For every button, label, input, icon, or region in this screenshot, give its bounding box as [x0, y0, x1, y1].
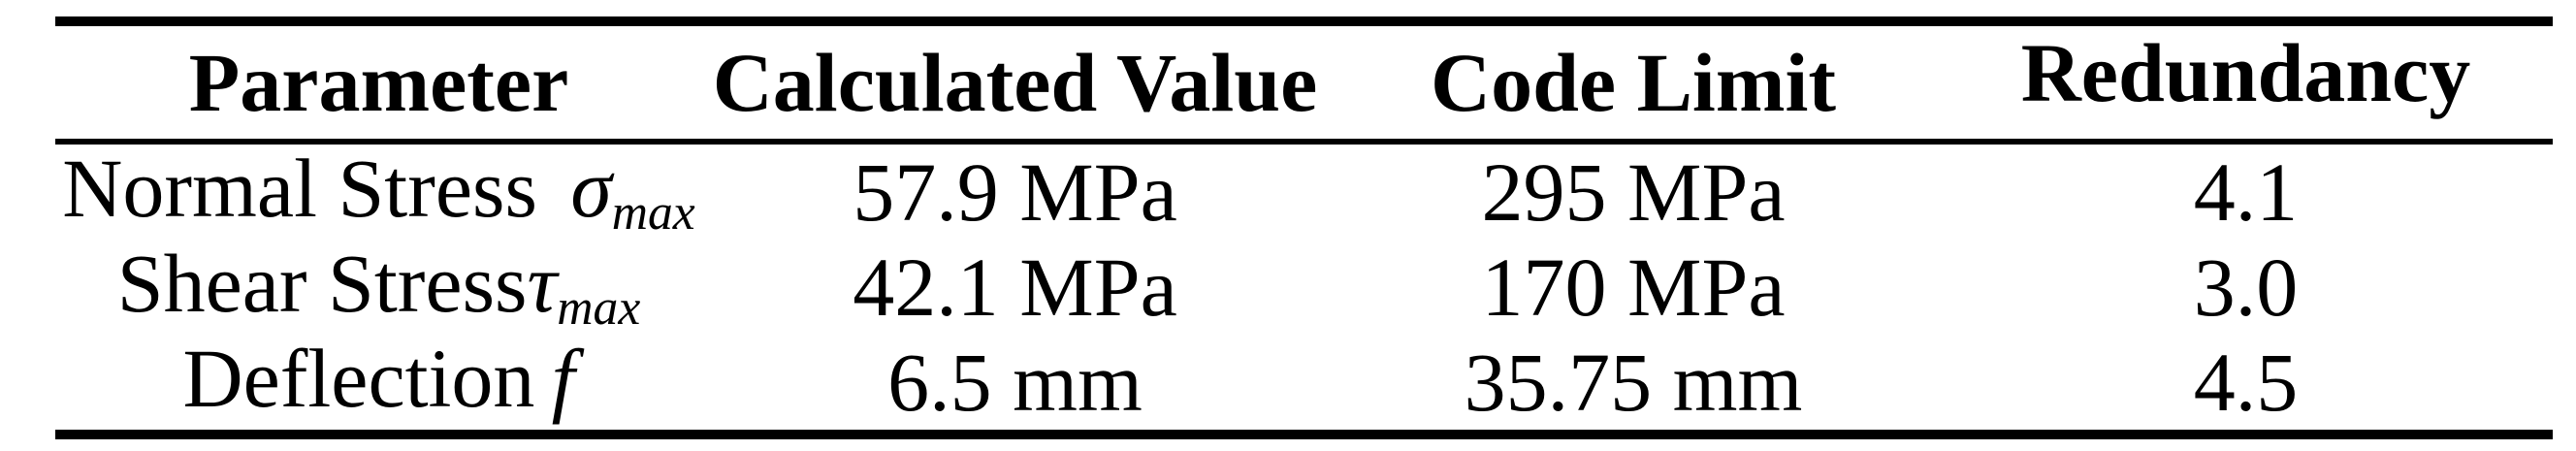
cell-parameter: Normal Stress σmax [55, 146, 702, 238]
cell-code-limit: 295 MPa [1481, 145, 1786, 239]
table-row-normal-stress: Normal Stress σmax 57.9 MPa 295 MPa 4.1 [55, 145, 2553, 240]
parameter-text: Normal Stress [62, 141, 537, 235]
cell-calculated-value: 6.5 mm [887, 336, 1143, 429]
column-header-calculated-value: Calculated Value [712, 36, 1318, 129]
parameter-subscript: max [611, 184, 695, 241]
parameter-symbol-f: f [551, 331, 575, 425]
cell-calculated-value: 57.9 MPa [853, 145, 1177, 239]
column-header-parameter: Parameter [188, 36, 569, 129]
cell-code-limit: 35.75 mm [1464, 336, 1803, 429]
cell-parameter: Shear Stressτmax [55, 242, 702, 333]
parameter-text: Shear Stress [116, 236, 528, 330]
cell-parameter: Deflection f [55, 337, 702, 428]
parameter-symbol-tau: τ [527, 236, 558, 330]
cell-redundancy: 4.1 [2193, 145, 2299, 239]
parameter-symbol-sigma: σ [570, 141, 612, 235]
column-header-code-limit: Code Limit [1430, 36, 1837, 129]
column-header-redundancy: Redundancy [2020, 26, 2471, 119]
parameter-subscript: max [557, 279, 641, 336]
cell-calculated-value: 42.1 MPa [853, 241, 1177, 334]
table-row-shear-stress: Shear Stressτmax 42.1 MPa 170 MPa 3.0 [55, 240, 2553, 335]
table-row-deflection: Deflection f 6.5 mm 35.75 mm 4.5 [55, 335, 2553, 430]
results-table: Parameter Calculated Value Code Limit Re… [55, 16, 2553, 439]
table-header-row: Parameter Calculated Value Code Limit Re… [55, 26, 2553, 145]
cell-redundancy: 3.0 [2193, 241, 2299, 334]
cell-code-limit: 170 MPa [1481, 241, 1786, 334]
parameter-text: Deflection [182, 331, 535, 425]
cell-redundancy: 4.5 [2193, 336, 2299, 429]
